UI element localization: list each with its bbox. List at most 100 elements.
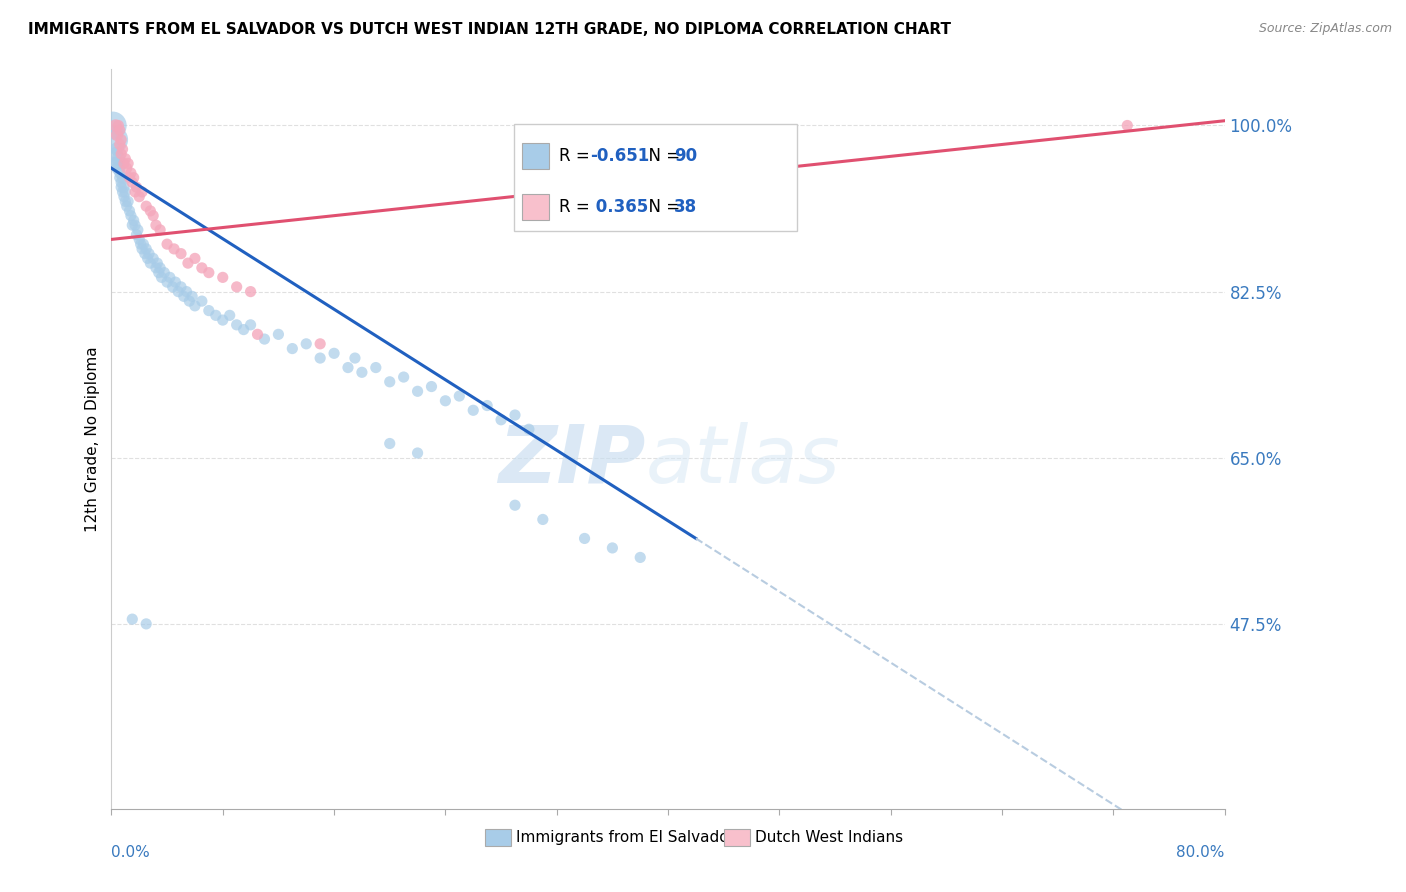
Point bbox=[153, 266, 176, 280]
Text: atlas: atlas bbox=[645, 422, 841, 500]
Point bbox=[531, 512, 554, 526]
Point bbox=[135, 616, 157, 631]
Text: N =: N = bbox=[638, 198, 685, 216]
Point bbox=[149, 260, 172, 275]
Point bbox=[191, 294, 214, 309]
Point bbox=[110, 180, 132, 194]
Text: -0.651: -0.651 bbox=[591, 147, 650, 165]
Point bbox=[309, 336, 332, 351]
Point bbox=[104, 147, 127, 161]
Point bbox=[128, 232, 150, 246]
Point bbox=[127, 223, 149, 237]
Point bbox=[179, 294, 201, 309]
Point bbox=[105, 156, 128, 170]
Point bbox=[114, 152, 136, 166]
Point bbox=[135, 199, 157, 213]
Point bbox=[125, 227, 148, 242]
Point bbox=[105, 142, 128, 156]
Point bbox=[115, 161, 138, 176]
Point bbox=[112, 180, 135, 194]
Point bbox=[378, 436, 401, 450]
Point bbox=[176, 285, 198, 299]
Point bbox=[364, 360, 387, 375]
Point bbox=[120, 209, 142, 223]
Point bbox=[122, 170, 145, 185]
Point bbox=[323, 346, 346, 360]
Point bbox=[110, 147, 132, 161]
Point bbox=[118, 170, 141, 185]
Y-axis label: 12th Grade, No Diploma: 12th Grade, No Diploma bbox=[86, 346, 100, 532]
Point bbox=[118, 203, 141, 218]
Point bbox=[420, 379, 443, 393]
Text: R =: R = bbox=[560, 147, 595, 165]
Text: 90: 90 bbox=[673, 147, 697, 165]
Point bbox=[117, 194, 139, 209]
Point bbox=[163, 242, 186, 256]
Point bbox=[350, 365, 373, 379]
Point bbox=[125, 180, 148, 194]
Point bbox=[159, 270, 181, 285]
Point bbox=[103, 133, 125, 147]
Point bbox=[148, 266, 170, 280]
Point bbox=[112, 156, 135, 170]
Point bbox=[239, 318, 262, 332]
Point bbox=[132, 237, 155, 252]
Point bbox=[129, 237, 152, 252]
Point bbox=[131, 185, 153, 199]
Text: R =: R = bbox=[560, 198, 595, 216]
Point bbox=[628, 550, 651, 565]
Point bbox=[173, 289, 195, 303]
Point bbox=[489, 413, 512, 427]
Text: 0.365: 0.365 bbox=[591, 198, 648, 216]
Point bbox=[165, 275, 187, 289]
Text: Dutch West Indians: Dutch West Indians bbox=[755, 830, 904, 845]
Point bbox=[138, 246, 160, 260]
Point bbox=[574, 532, 596, 546]
Point bbox=[475, 399, 498, 413]
Point bbox=[105, 128, 128, 142]
Point bbox=[225, 318, 247, 332]
Point bbox=[281, 342, 304, 356]
Point bbox=[101, 119, 124, 133]
Point bbox=[121, 176, 143, 190]
Point bbox=[149, 223, 172, 237]
Point bbox=[114, 185, 136, 199]
Point bbox=[108, 123, 131, 137]
Text: N =: N = bbox=[638, 147, 685, 165]
Point bbox=[108, 137, 131, 152]
Point bbox=[503, 498, 526, 512]
Point bbox=[107, 161, 129, 176]
Point bbox=[108, 166, 131, 180]
Point bbox=[162, 280, 184, 294]
Point bbox=[104, 156, 127, 170]
Point bbox=[150, 270, 173, 285]
Point bbox=[156, 237, 179, 252]
Point bbox=[146, 256, 169, 270]
Point bbox=[114, 194, 136, 209]
Point bbox=[131, 242, 153, 256]
Point bbox=[184, 299, 207, 313]
Point bbox=[198, 303, 221, 318]
Point bbox=[463, 403, 485, 417]
Point bbox=[239, 285, 262, 299]
Point bbox=[181, 289, 204, 303]
Point bbox=[120, 166, 142, 180]
Point bbox=[434, 393, 457, 408]
Point bbox=[198, 266, 221, 280]
Point bbox=[111, 185, 134, 199]
Point bbox=[406, 384, 429, 399]
Point bbox=[121, 612, 143, 626]
Point bbox=[104, 119, 127, 133]
Point bbox=[135, 242, 157, 256]
Point bbox=[1116, 119, 1139, 133]
Point bbox=[392, 370, 415, 384]
Point bbox=[232, 322, 254, 336]
Point bbox=[107, 119, 129, 133]
Point bbox=[211, 270, 233, 285]
Point bbox=[184, 252, 207, 266]
Point bbox=[517, 422, 540, 436]
Point bbox=[253, 332, 276, 346]
Point bbox=[378, 375, 401, 389]
Point bbox=[128, 189, 150, 203]
Point bbox=[142, 252, 165, 266]
